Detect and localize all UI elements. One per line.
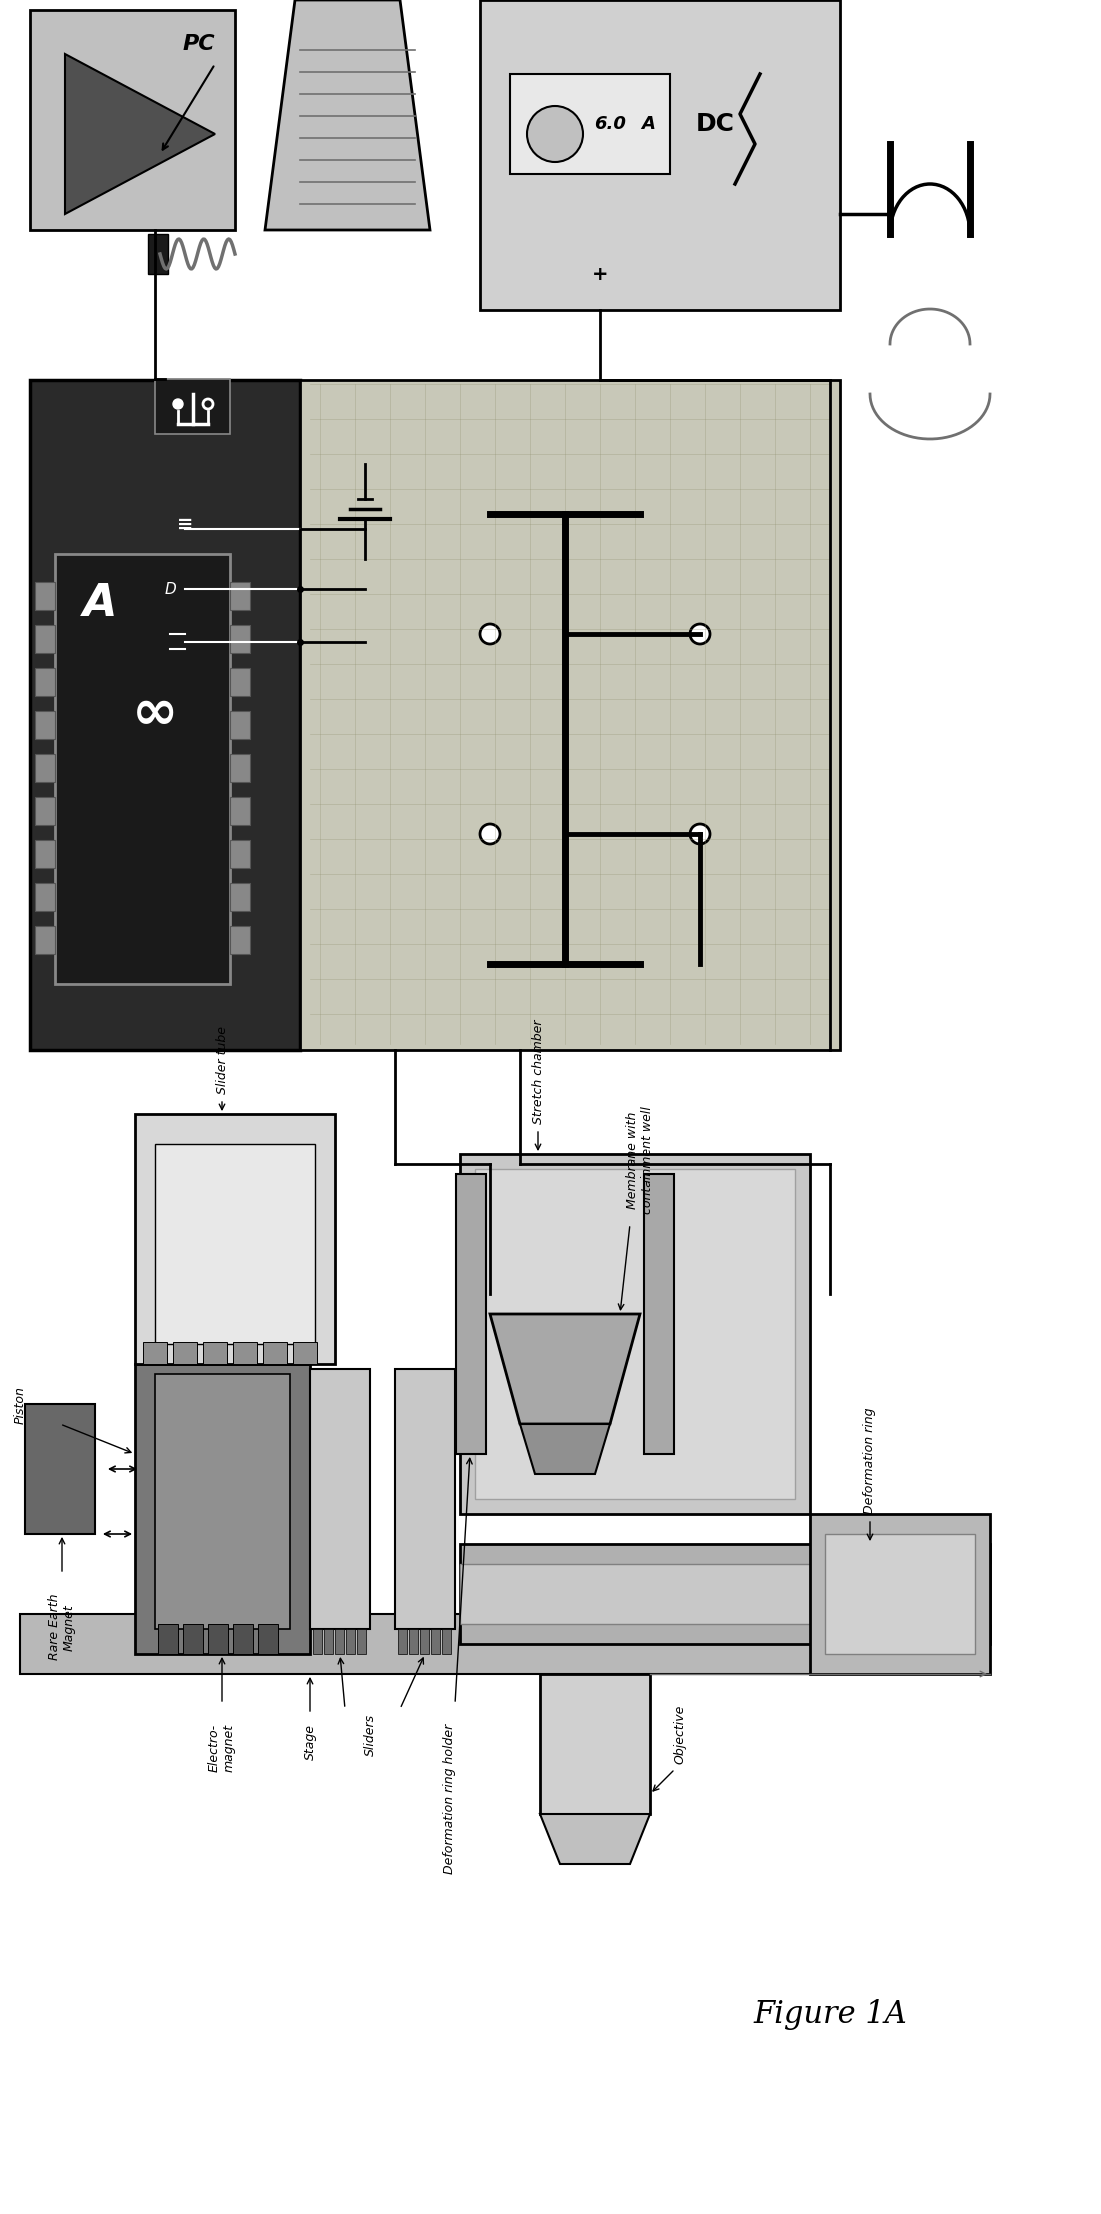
FancyBboxPatch shape xyxy=(357,1630,366,1654)
Text: Membrane with
containment well: Membrane with containment well xyxy=(626,1107,654,1213)
FancyBboxPatch shape xyxy=(35,925,55,954)
Text: Piston: Piston xyxy=(13,1386,26,1424)
FancyBboxPatch shape xyxy=(30,11,235,230)
Text: Deformation ring: Deformation ring xyxy=(863,1408,876,1514)
FancyBboxPatch shape xyxy=(460,1543,990,1645)
FancyBboxPatch shape xyxy=(230,797,250,826)
FancyBboxPatch shape xyxy=(230,839,250,868)
FancyBboxPatch shape xyxy=(35,883,55,910)
FancyBboxPatch shape xyxy=(143,1342,167,1364)
Circle shape xyxy=(480,624,500,644)
Text: DC: DC xyxy=(696,113,734,135)
FancyBboxPatch shape xyxy=(35,797,55,826)
FancyBboxPatch shape xyxy=(293,1342,317,1364)
FancyBboxPatch shape xyxy=(230,624,250,653)
FancyBboxPatch shape xyxy=(135,1114,335,1364)
FancyBboxPatch shape xyxy=(230,711,250,739)
FancyBboxPatch shape xyxy=(456,1173,486,1455)
Polygon shape xyxy=(490,1313,640,1424)
FancyBboxPatch shape xyxy=(233,1342,257,1364)
Text: Stretch chamber: Stretch chamber xyxy=(532,1018,545,1125)
FancyBboxPatch shape xyxy=(510,73,671,175)
Text: PC: PC xyxy=(183,33,215,53)
Circle shape xyxy=(690,624,710,644)
FancyBboxPatch shape xyxy=(35,711,55,739)
FancyBboxPatch shape xyxy=(408,1630,418,1654)
FancyBboxPatch shape xyxy=(475,1169,795,1499)
Text: Slider tube: Slider tube xyxy=(216,1025,229,1094)
FancyBboxPatch shape xyxy=(430,1630,440,1654)
Text: A: A xyxy=(641,115,655,133)
Text: Figure 1A: Figure 1A xyxy=(753,1999,907,2030)
FancyBboxPatch shape xyxy=(539,1674,650,1813)
FancyBboxPatch shape xyxy=(263,1342,287,1364)
FancyBboxPatch shape xyxy=(346,1630,355,1654)
FancyBboxPatch shape xyxy=(644,1173,674,1455)
Text: 6.0: 6.0 xyxy=(595,115,626,133)
FancyBboxPatch shape xyxy=(324,1630,333,1654)
FancyBboxPatch shape xyxy=(825,1534,975,1654)
Polygon shape xyxy=(265,0,430,230)
Circle shape xyxy=(480,824,500,844)
Text: A: A xyxy=(83,582,117,627)
Text: Rare Earth
Magnet: Rare Earth Magnet xyxy=(48,1594,76,1660)
FancyBboxPatch shape xyxy=(230,925,250,954)
FancyBboxPatch shape xyxy=(173,1342,197,1364)
Polygon shape xyxy=(539,1813,650,1864)
FancyBboxPatch shape xyxy=(208,1625,228,1654)
Circle shape xyxy=(690,824,710,844)
FancyBboxPatch shape xyxy=(233,1625,253,1654)
Text: ≡: ≡ xyxy=(177,514,193,534)
FancyBboxPatch shape xyxy=(460,1153,810,1514)
FancyBboxPatch shape xyxy=(135,1364,310,1654)
FancyBboxPatch shape xyxy=(35,582,55,611)
FancyBboxPatch shape xyxy=(460,1563,990,1625)
FancyBboxPatch shape xyxy=(20,1614,900,1674)
FancyBboxPatch shape xyxy=(155,379,230,434)
FancyBboxPatch shape xyxy=(55,554,230,983)
FancyBboxPatch shape xyxy=(203,1342,227,1364)
FancyBboxPatch shape xyxy=(480,0,840,310)
Text: Stage: Stage xyxy=(304,1725,316,1760)
FancyBboxPatch shape xyxy=(155,1375,290,1630)
Polygon shape xyxy=(520,1424,610,1475)
FancyBboxPatch shape xyxy=(442,1630,451,1654)
FancyBboxPatch shape xyxy=(35,624,55,653)
Text: Sliders: Sliders xyxy=(363,1714,377,1756)
Polygon shape xyxy=(65,53,215,215)
FancyBboxPatch shape xyxy=(183,1625,203,1654)
FancyBboxPatch shape xyxy=(35,669,55,695)
Text: Deformation ring holder: Deformation ring holder xyxy=(444,1725,457,1875)
FancyBboxPatch shape xyxy=(313,1630,321,1654)
FancyBboxPatch shape xyxy=(335,1630,344,1654)
FancyBboxPatch shape xyxy=(397,1630,407,1654)
FancyBboxPatch shape xyxy=(230,582,250,611)
FancyBboxPatch shape xyxy=(258,1625,277,1654)
FancyBboxPatch shape xyxy=(148,235,168,275)
Text: +: + xyxy=(591,263,608,283)
FancyBboxPatch shape xyxy=(395,1368,455,1630)
Text: Objective: Objective xyxy=(674,1705,687,1765)
FancyBboxPatch shape xyxy=(230,883,250,910)
Text: Electro-
magnet: Electro- magnet xyxy=(208,1725,236,1771)
FancyBboxPatch shape xyxy=(159,1625,178,1654)
Text: ∞: ∞ xyxy=(132,686,178,742)
FancyBboxPatch shape xyxy=(155,1145,315,1344)
FancyBboxPatch shape xyxy=(419,1630,429,1654)
FancyBboxPatch shape xyxy=(35,755,55,782)
FancyBboxPatch shape xyxy=(230,669,250,695)
FancyBboxPatch shape xyxy=(810,1514,990,1674)
FancyBboxPatch shape xyxy=(35,839,55,868)
Circle shape xyxy=(527,106,584,162)
FancyBboxPatch shape xyxy=(25,1404,95,1534)
FancyBboxPatch shape xyxy=(230,755,250,782)
Text: D: D xyxy=(164,582,176,596)
Circle shape xyxy=(173,399,183,410)
FancyBboxPatch shape xyxy=(310,1368,370,1630)
FancyBboxPatch shape xyxy=(299,381,840,1049)
FancyBboxPatch shape xyxy=(30,381,299,1049)
